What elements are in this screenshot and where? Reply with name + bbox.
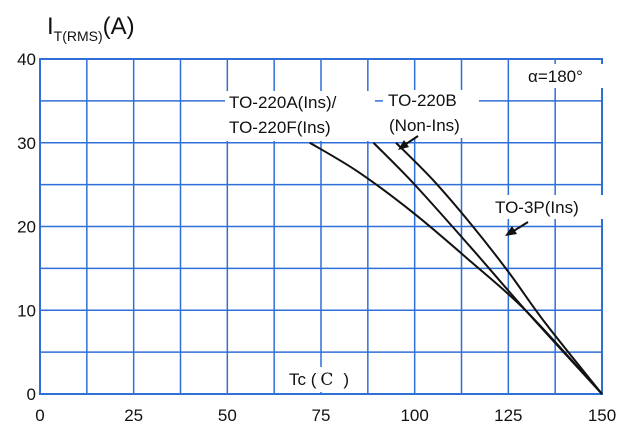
series-line-1 bbox=[372, 142, 603, 395]
series-label-to220a-line1: TO-220A(Ins)/ bbox=[229, 93, 337, 112]
condition-label-box bbox=[519, 64, 605, 88]
series-label-to3p: TO-3P(Ins) bbox=[495, 198, 579, 217]
x-axis-label: Tc (C) bbox=[289, 370, 349, 390]
series-label-to220b-line2: (Non-Ins) bbox=[389, 116, 460, 135]
series-label-box-to220a bbox=[225, 91, 375, 141]
y-tick-label-2: 20 bbox=[17, 218, 36, 237]
series-label-to220b-line1: TO-220B bbox=[388, 91, 457, 110]
arrow-to3p bbox=[505, 221, 529, 236]
series-label-box-to220b bbox=[383, 90, 479, 138]
plot-border bbox=[39, 58, 603, 395]
y-axis-label: IT(RMS)(A) bbox=[47, 13, 135, 44]
x-tick-label-6: 150 bbox=[588, 406, 616, 425]
x-tick-labels: 0 25 50 75 100 125 150 bbox=[35, 406, 616, 425]
x-tick-label-0: 0 bbox=[35, 406, 44, 425]
x-tick-label-1: 25 bbox=[124, 406, 143, 425]
arrow-to220b bbox=[398, 135, 419, 150]
y-tick-label-3: 30 bbox=[17, 134, 36, 153]
x-tick-label-3: 75 bbox=[312, 406, 331, 425]
y-tick-labels: 0 10 20 30 40 bbox=[17, 50, 36, 404]
y-tick-label-4: 40 bbox=[17, 50, 36, 69]
condition-label: α=180° bbox=[528, 67, 583, 86]
series-line-2 bbox=[395, 142, 603, 395]
series-curves bbox=[309, 141, 603, 395]
x-axis-label-box bbox=[283, 367, 367, 392]
x-tick-label-5: 125 bbox=[494, 406, 522, 425]
x-tick-label-4: 100 bbox=[400, 406, 428, 425]
series-label-box-to3p bbox=[491, 195, 603, 219]
x-tick-label-2: 50 bbox=[218, 406, 237, 425]
series-label-to220a-line2: TO-220F(Ins) bbox=[229, 118, 331, 137]
y-tick-label-1: 10 bbox=[17, 301, 36, 320]
y-tick-label-0: 0 bbox=[27, 385, 36, 404]
